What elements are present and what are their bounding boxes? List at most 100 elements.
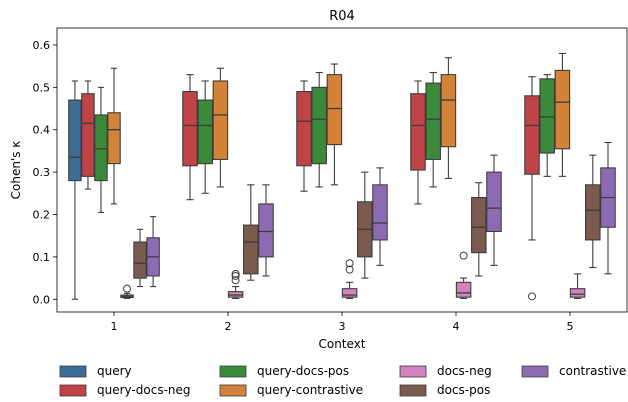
x-axis: 1 2 3 4 5 bbox=[111, 312, 574, 333]
y-tick-label: 0.6 bbox=[33, 39, 51, 52]
box-iqr bbox=[296, 91, 312, 167]
box-iqr bbox=[539, 78, 555, 154]
box-iqr bbox=[212, 80, 229, 160]
box-iqr bbox=[341, 288, 358, 298]
box-iqr bbox=[81, 93, 95, 177]
legend-label: query-docs-neg bbox=[97, 383, 191, 397]
box-iqr bbox=[68, 99, 82, 182]
legend-label: query-contrastive bbox=[257, 383, 363, 397]
box-query-docs-neg bbox=[182, 74, 198, 201]
box-iqr bbox=[471, 197, 487, 254]
box-iqr bbox=[94, 114, 108, 182]
box-outlier bbox=[528, 292, 536, 301]
box-query-contrastive bbox=[212, 67, 229, 188]
x-tick-label: 1 bbox=[111, 320, 118, 333]
box-query-docs-pos bbox=[425, 71, 441, 188]
box-docs-pos bbox=[471, 182, 487, 277]
box-outlier bbox=[231, 276, 240, 285]
box-iqr bbox=[326, 74, 343, 146]
legend-label: query-docs-pos bbox=[257, 364, 349, 378]
box-contrastive bbox=[486, 154, 502, 266]
box-outlier bbox=[345, 265, 354, 274]
x-tick-label: 2 bbox=[225, 320, 232, 333]
x-tick-label: 5 bbox=[567, 320, 574, 333]
box-query-docs-pos bbox=[539, 74, 555, 177]
box-docs-neg bbox=[455, 251, 472, 299]
x-tick-label: 3 bbox=[339, 320, 346, 333]
box-plot-area bbox=[68, 52, 616, 301]
legend-item: query-contrastive bbox=[219, 383, 363, 397]
box-query-contrastive bbox=[107, 67, 121, 205]
box-docs-neg bbox=[120, 284, 134, 299]
box-query-docs-neg bbox=[410, 80, 426, 205]
box-outlier bbox=[459, 251, 468, 260]
box-iqr bbox=[311, 86, 327, 165]
box-outlier bbox=[231, 271, 240, 280]
box-iqr bbox=[182, 91, 198, 167]
legend-label: query bbox=[97, 364, 132, 378]
legend-item: query-docs-pos bbox=[219, 364, 349, 378]
legend-label: docs-pos bbox=[437, 383, 490, 397]
box-iqr bbox=[569, 288, 586, 298]
legend-swatch bbox=[59, 365, 87, 378]
chart-title: R04 bbox=[329, 9, 355, 24]
box-contrastive bbox=[146, 216, 160, 288]
box-docs-neg bbox=[341, 259, 358, 299]
box-docs-pos bbox=[243, 184, 259, 281]
box-query-docs-pos bbox=[94, 86, 108, 213]
legend-swatch bbox=[219, 365, 247, 378]
y-tick-label: 0.0 bbox=[33, 293, 51, 306]
legend-item: docs-pos bbox=[399, 383, 490, 397]
legend-swatch bbox=[521, 365, 549, 378]
box-iqr bbox=[455, 281, 472, 298]
y-axis-label: Cohen's κ bbox=[9, 141, 23, 200]
box-query bbox=[68, 80, 82, 300]
box-iqr bbox=[410, 93, 426, 171]
box-iqr bbox=[243, 224, 259, 275]
box-iqr bbox=[486, 171, 502, 233]
box-query-docs-neg bbox=[524, 76, 540, 301]
y-axis: 0.0 0.1 0.2 0.3 0.4 0.5 0.6 bbox=[33, 39, 57, 306]
y-tick-label: 0.1 bbox=[33, 251, 51, 264]
box-iqr bbox=[258, 203, 274, 258]
legend-label: docs-neg bbox=[437, 364, 492, 378]
box-docs-pos bbox=[585, 154, 601, 269]
legend-swatch bbox=[399, 365, 427, 378]
legend-swatch bbox=[219, 384, 247, 397]
legend: query query-docs-neg query-docs-pos query-c… bbox=[59, 364, 626, 397]
box-iqr bbox=[107, 112, 121, 165]
box-query-docs-pos bbox=[197, 80, 213, 194]
legend-swatch bbox=[59, 384, 87, 397]
legend-swatch bbox=[399, 384, 427, 397]
box-query-contrastive bbox=[326, 63, 343, 186]
box-iqr bbox=[440, 74, 457, 148]
x-axis-label: Context bbox=[318, 337, 365, 351]
box-docs-pos bbox=[133, 228, 147, 288]
box-query-contrastive bbox=[554, 52, 571, 177]
box-contrastive bbox=[258, 184, 274, 277]
box-iqr bbox=[524, 95, 540, 175]
box-query-docs-pos bbox=[311, 71, 327, 188]
box-outlier bbox=[345, 259, 354, 268]
box-query-docs-neg bbox=[81, 80, 95, 190]
box-iqr bbox=[425, 82, 441, 160]
legend-label: contrastive bbox=[559, 364, 626, 378]
box-contrastive bbox=[372, 167, 388, 266]
box-iqr bbox=[133, 241, 147, 279]
box-iqr bbox=[197, 99, 213, 165]
box-query-contrastive bbox=[440, 57, 457, 180]
box-docs-neg bbox=[227, 269, 244, 299]
box-outlier bbox=[231, 269, 240, 278]
box-iqr bbox=[554, 69, 571, 150]
box-query-docs-neg bbox=[296, 80, 312, 192]
box-iqr bbox=[372, 184, 388, 241]
y-tick-label: 0.2 bbox=[33, 209, 51, 222]
legend-item: contrastive bbox=[521, 364, 626, 378]
box-outlier bbox=[123, 284, 132, 293]
plot-frame bbox=[56, 27, 628, 313]
box-docs-pos bbox=[357, 171, 373, 279]
box-contrastive bbox=[600, 141, 616, 275]
y-tick-label: 0.5 bbox=[33, 81, 51, 94]
legend-item: query-docs-neg bbox=[59, 383, 191, 397]
